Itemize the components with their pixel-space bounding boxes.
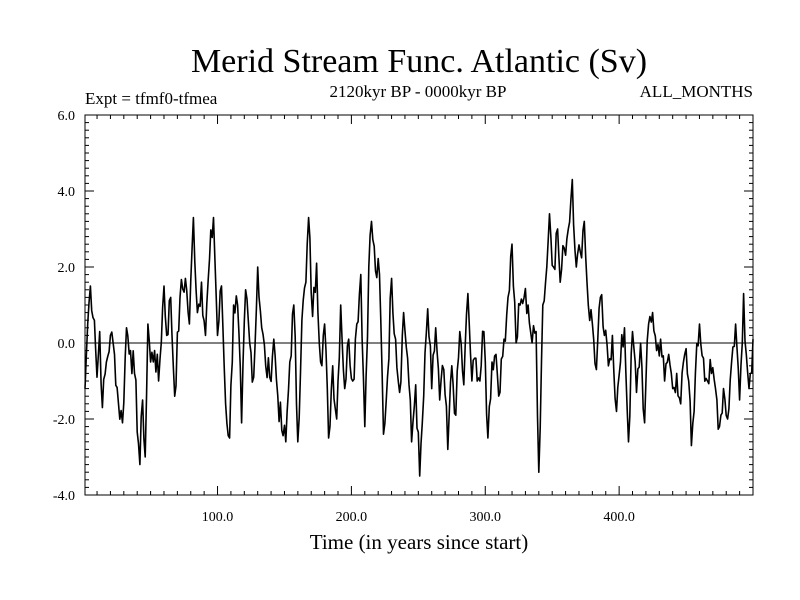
chart-title: Merid Stream Func. Atlantic (Sv) xyxy=(191,43,647,80)
x-tick-label: 200.0 xyxy=(336,510,368,525)
x-tick-label: 400.0 xyxy=(603,510,635,525)
y-tick-label: 6.0 xyxy=(58,109,76,124)
y-tick-label: -4.0 xyxy=(53,489,75,504)
y-tick-label: 2.0 xyxy=(58,261,76,276)
x-axis-label: Time (in years since start) xyxy=(310,530,529,554)
x-tick-label: 300.0 xyxy=(470,510,502,525)
time-range-label: 2120kyr BP - 0000kyr BP xyxy=(330,82,507,101)
series-line xyxy=(84,178,754,477)
y-tick-label: 0.0 xyxy=(58,337,76,352)
experiment-label: Expt = tfmf0-tfmea xyxy=(85,89,218,108)
months-label: ALL_MONTHS xyxy=(640,82,753,101)
y-tick-label: 4.0 xyxy=(58,185,76,200)
y-tick-label: -2.0 xyxy=(53,413,75,428)
x-tick-label: 100.0 xyxy=(202,510,234,525)
